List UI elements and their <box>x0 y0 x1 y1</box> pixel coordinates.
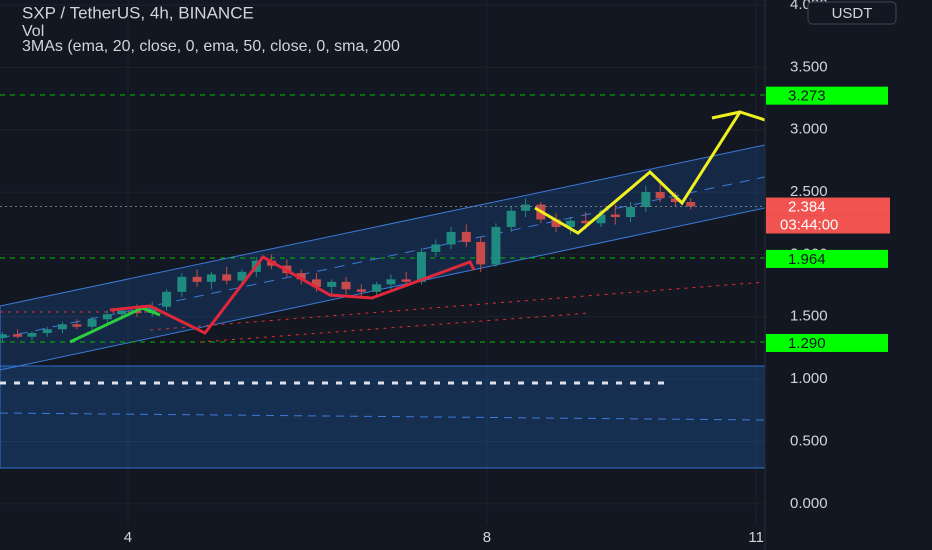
candle-body <box>206 274 216 282</box>
candle-body <box>57 324 67 330</box>
candle-body <box>162 291 172 307</box>
candle-body <box>581 220 591 224</box>
y-tick-label: 3.000 <box>790 121 828 138</box>
candle-body <box>192 276 202 282</box>
price-tag <box>766 197 890 216</box>
currency-button[interactable] <box>807 1 897 25</box>
y-tick-label: 0.500 <box>790 432 828 449</box>
candle-body <box>596 214 606 224</box>
price-tag-label: 1.290 <box>788 335 826 352</box>
countdown-box <box>766 215 890 234</box>
candle-body <box>506 210 516 227</box>
candle-body <box>147 306 157 314</box>
candle-body <box>311 279 321 287</box>
price-tag <box>766 333 888 352</box>
candle-body <box>386 279 396 285</box>
price-tag <box>766 86 888 105</box>
candle-body <box>0 334 7 338</box>
y-tick-label: 1.000 <box>790 370 828 387</box>
x-tick-label: 11 <box>748 529 764 546</box>
candle-body <box>356 289 366 292</box>
candle-body <box>565 220 575 227</box>
red-dotted <box>149 281 766 331</box>
y-tick-label: 1.500 <box>790 308 828 325</box>
grid <box>0 0 765 525</box>
range-mid-line <box>0 412 766 421</box>
candle-body <box>655 192 665 199</box>
candle-body <box>27 332 37 337</box>
candle-body <box>117 310 127 315</box>
y-tick-label: 0.000 <box>790 495 828 512</box>
candle-body <box>686 202 696 207</box>
countdown: 03:44:00 <box>780 216 838 233</box>
price-tag-label: 1.964 <box>788 251 826 268</box>
candle-body <box>372 284 382 292</box>
red-path <box>109 255 476 335</box>
x-tick-label: 4 <box>124 529 132 546</box>
channel-mid <box>0 176 766 339</box>
candle-body <box>476 241 486 265</box>
candle-body <box>491 226 501 265</box>
candles <box>0 179 696 342</box>
red-dotted <box>199 312 591 343</box>
candle-body <box>341 281 351 290</box>
candle-body <box>431 244 441 252</box>
candle-body <box>222 274 232 281</box>
price-axis <box>765 0 932 550</box>
candle-body <box>87 319 97 327</box>
candle-body <box>296 273 306 280</box>
candle-body <box>102 314 112 320</box>
candle-body <box>237 271 247 281</box>
indicator: Vol <box>22 23 44 40</box>
candle-body <box>401 279 411 282</box>
candle-body <box>670 198 680 203</box>
candle-body <box>177 276 187 292</box>
candle-body <box>72 324 82 327</box>
candle-body <box>610 214 620 218</box>
candle-body <box>327 281 337 287</box>
candle-body <box>641 192 651 208</box>
x-tick-label: 8 <box>483 529 491 546</box>
price-tag <box>766 249 888 268</box>
candle-body <box>551 219 561 227</box>
candle-body <box>446 231 456 245</box>
candle-body <box>416 251 426 282</box>
yellow-path <box>711 110 741 120</box>
candle-body <box>626 207 636 218</box>
candle-body <box>461 231 471 242</box>
indicator: 3MAs (ema, 20, close, 0, ema, 50, close,… <box>22 38 400 55</box>
candle-body <box>521 204 531 211</box>
price-tag-label: 2.384 <box>788 198 826 215</box>
yellow-path <box>534 110 766 235</box>
candle-body <box>13 334 23 337</box>
chart-title: SXP / TetherUS, 4h, BINANCE <box>22 3 254 22</box>
y-tick-label: 2.500 <box>790 183 828 200</box>
candle-body <box>42 329 52 333</box>
currency[interactable]: USDT <box>832 5 873 22</box>
price-tag-label: 3.273 <box>788 88 826 105</box>
y-tick-label: 3.500 <box>790 58 828 75</box>
